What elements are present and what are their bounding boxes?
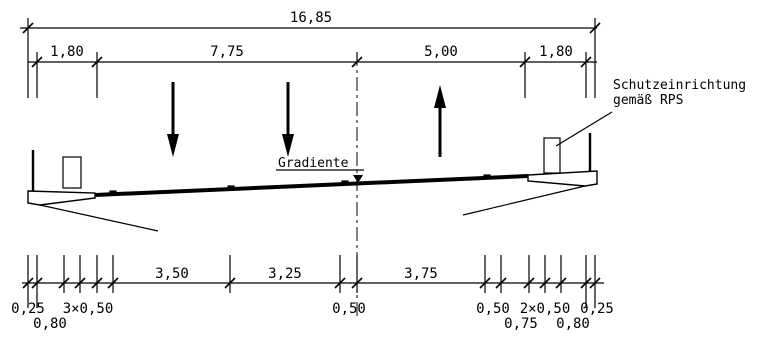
protection-label-line1: Schutzeinrichtung (613, 78, 746, 93)
bridge-deck (27, 133, 598, 232)
overall-dimension-line (20, 18, 601, 98)
left-carriageway-width-label: 7,75 (210, 44, 244, 60)
right-row2-width-label-b: 0,80 (556, 316, 590, 332)
gradient-marker (276, 169, 364, 183)
left-multi-width-label: 3×0,50 (63, 301, 114, 317)
protection-leader-line (555, 111, 613, 147)
protection-label-line2: gemäß RPS (613, 93, 683, 108)
overall-width-label: 16,85 (290, 10, 332, 26)
traffic-arrow-down-center (282, 82, 294, 157)
gradient-label: Gradiente (278, 156, 349, 171)
traffic-arrow-up-right (434, 85, 446, 157)
lane-width-label-1: 3,50 (155, 266, 189, 282)
left-cap-bottom-label: 0,80 (33, 316, 67, 332)
right-row2-width-label-a: 0,75 (504, 316, 538, 332)
lane-width-label-3: 3,75 (404, 266, 438, 282)
traffic-arrow-down-left (167, 82, 179, 157)
center-strip-width-label: 0,50 (332, 301, 366, 317)
lane-width-label-2: 3,25 (268, 266, 302, 282)
right-carriageway-width-label: 5,00 (424, 44, 458, 60)
right-cap-width-label: 1,80 (539, 44, 573, 60)
segment-dimension-line (28, 52, 597, 98)
left-edge-label: 0,25 (11, 301, 45, 317)
bottom-dimension-line (22, 255, 604, 308)
right-strip-width-label: 0,50 (476, 301, 510, 317)
left-cap-width-label: 1,80 (50, 44, 84, 60)
right-edge-label: 0,25 (580, 301, 614, 317)
right-multi-width-label: 2×0,50 (520, 301, 571, 317)
